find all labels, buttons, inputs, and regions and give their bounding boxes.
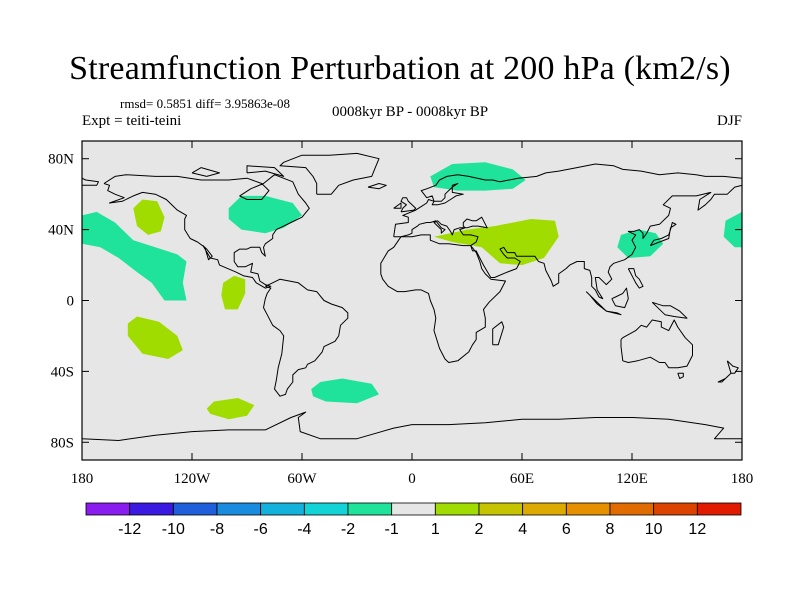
coastline-segment bbox=[492, 321, 505, 346]
colorbar-swatch bbox=[260, 502, 305, 516]
colorbar-swatch bbox=[478, 502, 524, 516]
colorbar-label: -8 bbox=[210, 521, 224, 538]
map-background bbox=[82, 141, 742, 460]
colorbar-swatch bbox=[347, 502, 393, 516]
experiment-label: Expt = teiti-teini bbox=[82, 113, 182, 129]
colorbar-swatch bbox=[303, 502, 349, 516]
anomaly-region-east-pacific-high-positive bbox=[133, 199, 165, 235]
anomaly-region-east-asia-negative bbox=[617, 229, 664, 258]
colorbar-swatch bbox=[216, 502, 262, 516]
x-tick-label: 60W bbox=[287, 471, 317, 487]
colorbar-label: 12 bbox=[688, 521, 706, 538]
colorbar-label: -4 bbox=[297, 521, 311, 538]
coastline-segment bbox=[263, 278, 349, 397]
coastline-segment bbox=[103, 174, 310, 289]
coastline-segment bbox=[393, 163, 742, 237]
colorbar-swatch bbox=[85, 502, 131, 516]
x-tick-label: 0 bbox=[408, 471, 416, 487]
coastline-segment bbox=[400, 197, 417, 213]
colorbar-label: -12 bbox=[118, 521, 141, 538]
anomaly-region-mexico-tropical-positive bbox=[221, 275, 246, 310]
coastline-segment bbox=[717, 372, 732, 383]
y-tick-label: 80N bbox=[48, 152, 74, 168]
coastline-segment bbox=[380, 234, 506, 363]
anomaly-region-middle-east-positive bbox=[434, 219, 559, 266]
colorbar-swatch bbox=[653, 502, 698, 516]
coastline-segment bbox=[393, 184, 742, 300]
period-label: 0008kyr BP - 0008kyr BP bbox=[331, 104, 489, 120]
coastline-segment bbox=[367, 183, 387, 190]
anomaly-region-south-atlantic-negative bbox=[311, 378, 379, 404]
colorbar-label: 8 bbox=[606, 521, 615, 538]
colorbar-swatch bbox=[391, 502, 436, 516]
colorbar-label: 10 bbox=[645, 521, 663, 538]
x-tick-label: 120E bbox=[616, 471, 648, 487]
anomaly-region-dateline-east-edge bbox=[723, 211, 742, 248]
anomaly-region-south-pacific-positive bbox=[127, 316, 183, 359]
coastline-segment bbox=[726, 360, 739, 374]
colorbar-label: 1 bbox=[431, 521, 440, 538]
y-tick-label: 0 bbox=[67, 294, 75, 310]
x-tick-label: 180 bbox=[731, 471, 754, 487]
colorbar-label: -1 bbox=[385, 521, 399, 538]
colorbar-label: 6 bbox=[562, 521, 571, 538]
x-tick-label: 120W bbox=[174, 471, 212, 487]
y-tick-label: 80S bbox=[51, 435, 74, 451]
coastline-segment bbox=[620, 319, 693, 369]
coastline-segment bbox=[82, 177, 99, 186]
anomaly-region-north-atlantic-europe-positive bbox=[430, 162, 526, 191]
colorbar-label: 2 bbox=[475, 521, 484, 538]
colorbar-swatch bbox=[434, 502, 480, 516]
axis-ticks: 180 120W 60W 0 60E 120E 180 80N 40N 0 40S 80S bbox=[48, 141, 753, 487]
plot-title: Streamfunction Perturbation at 200 hPa (… bbox=[69, 50, 731, 87]
anomaly-region-southern-ocean-positive bbox=[206, 398, 255, 420]
colorbar-label: 4 bbox=[518, 521, 527, 538]
x-tick-label: 180 bbox=[71, 471, 94, 487]
coastline-segment bbox=[606, 310, 622, 316]
stats-readout: rmsd= 0.5851 diff= 3.95863e-08 bbox=[120, 96, 291, 111]
season-label: DJF bbox=[716, 113, 742, 129]
coastline-segment bbox=[651, 301, 688, 319]
coastline-segment bbox=[627, 268, 644, 289]
y-tick-label: 40N bbox=[48, 223, 74, 239]
anomaly-region-north-pacific-subtropical-band bbox=[82, 211, 187, 301]
anomaly-region-north-america-negative bbox=[228, 195, 302, 234]
colorbar-label: -6 bbox=[254, 521, 268, 538]
coastline-segment bbox=[279, 152, 380, 195]
anomaly-shading bbox=[82, 162, 742, 420]
colorbar-swatch bbox=[522, 502, 567, 516]
coastline-segment bbox=[393, 202, 402, 209]
colorbar-swatch bbox=[129, 502, 174, 516]
colorbar: -12 -10 -8 -6 -4 -2 -1 1 2 4 6 8 10 12 bbox=[85, 502, 742, 538]
x-tick-label: 60E bbox=[510, 471, 534, 487]
coastline-segment bbox=[191, 167, 220, 177]
colorbar-label: -10 bbox=[162, 521, 185, 538]
y-tick-label: 40S bbox=[51, 364, 74, 380]
coastline-segment bbox=[611, 287, 629, 309]
coastline-segment bbox=[677, 372, 684, 379]
colorbar-swatch bbox=[565, 502, 611, 516]
coastline-segment bbox=[82, 411, 742, 441]
coastlines bbox=[82, 152, 742, 441]
coastline-segment bbox=[246, 165, 285, 177]
coastline-segment bbox=[649, 222, 677, 247]
colorbar-label: -2 bbox=[341, 521, 355, 538]
colorbar-swatch bbox=[696, 502, 742, 516]
colorbar-swatch bbox=[172, 502, 218, 516]
colorbar-swatch bbox=[609, 502, 655, 516]
